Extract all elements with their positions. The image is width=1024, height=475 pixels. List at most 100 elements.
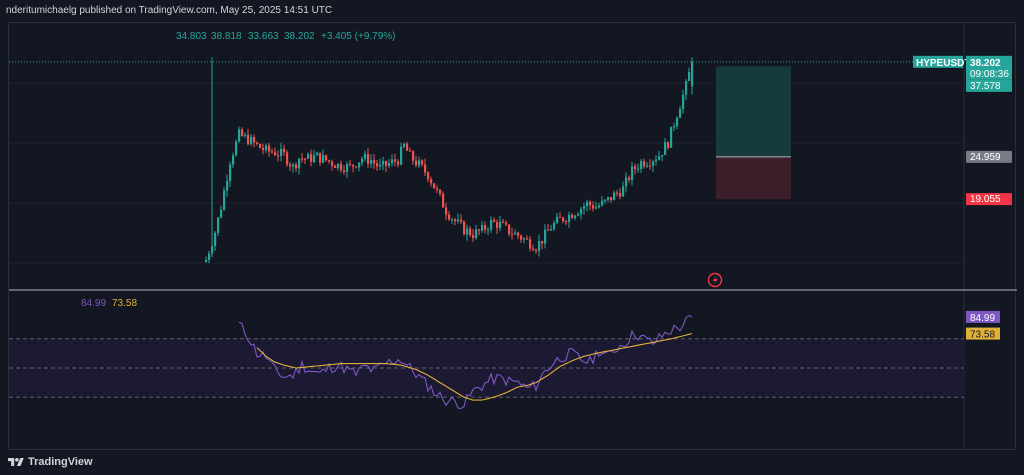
candle-body bbox=[319, 152, 322, 163]
candle-body bbox=[679, 109, 682, 118]
candle-body bbox=[232, 155, 235, 165]
candle-body bbox=[517, 232, 520, 236]
position-target-zone bbox=[716, 66, 791, 157]
candle-body bbox=[229, 164, 232, 181]
candle-body bbox=[541, 241, 544, 244]
candle-body bbox=[226, 180, 229, 191]
candle-body bbox=[559, 216, 562, 218]
candle-body bbox=[640, 161, 643, 169]
tradingview-brand: TradingView bbox=[28, 456, 93, 468]
candle-body bbox=[655, 159, 658, 162]
candle-body bbox=[292, 164, 295, 167]
candle-body bbox=[601, 200, 604, 206]
candle-body bbox=[460, 219, 463, 222]
candle-body bbox=[574, 215, 577, 219]
candle-body bbox=[646, 165, 649, 167]
candle-body bbox=[268, 145, 271, 152]
candle-body bbox=[688, 72, 691, 82]
candle-body bbox=[619, 193, 622, 197]
candle-body bbox=[391, 159, 394, 164]
candle-body bbox=[589, 201, 592, 206]
candle-body bbox=[487, 229, 490, 231]
candle-body bbox=[325, 155, 328, 161]
candle-body bbox=[331, 161, 334, 166]
candle-body bbox=[631, 166, 634, 180]
candle-body bbox=[313, 155, 316, 162]
candle-body bbox=[334, 165, 337, 169]
publish-header: nderitumichaelg published on TradingView… bbox=[0, 0, 1024, 22]
candle-body bbox=[370, 160, 373, 164]
candle-body bbox=[676, 117, 679, 127]
candle-body bbox=[277, 155, 280, 157]
rsi-ma-line bbox=[256, 333, 693, 401]
candle-body bbox=[499, 221, 502, 229]
candle-body bbox=[274, 152, 277, 156]
candle-body bbox=[580, 208, 583, 215]
candle-body bbox=[613, 192, 616, 201]
candle-body bbox=[436, 188, 439, 190]
ohlc-change: +3.405 (+9.79%) bbox=[321, 31, 396, 42]
stop-price-tag: 19.055 bbox=[970, 194, 1001, 205]
candle-body bbox=[466, 228, 469, 235]
tradingview-logo-icon bbox=[8, 458, 24, 467]
candle-body bbox=[511, 234, 514, 236]
candle-body bbox=[205, 259, 208, 262]
candle-body bbox=[586, 201, 589, 207]
chart-canvas[interactable]: 34.803 38.818 33.663 38.202 +3.405 (+9.79%) H… bbox=[9, 23, 1017, 451]
candle-body bbox=[346, 164, 349, 172]
event-marker-icon bbox=[707, 272, 723, 288]
candle-body bbox=[241, 129, 244, 136]
candle-body bbox=[691, 61, 694, 87]
candle-body bbox=[520, 235, 523, 240]
candle-body bbox=[604, 199, 607, 201]
candle-body bbox=[385, 160, 388, 166]
target-price-tag: 37.578 bbox=[970, 81, 1001, 92]
candle-body bbox=[475, 229, 478, 238]
candle-body bbox=[508, 224, 511, 235]
candle-body bbox=[406, 143, 409, 151]
candle-body bbox=[496, 221, 499, 229]
candle-body bbox=[478, 229, 481, 231]
candle-body bbox=[451, 219, 454, 221]
candle-body bbox=[628, 177, 631, 180]
chart-frame[interactable]: 34.803 38.818 33.663 38.202 +3.405 (+9.79%) H… bbox=[8, 22, 1017, 451]
candle-body bbox=[358, 162, 361, 168]
candle-body bbox=[490, 219, 493, 230]
candle-body bbox=[211, 246, 214, 254]
candle-body bbox=[367, 154, 370, 164]
candle-body bbox=[421, 160, 424, 165]
position-stop-zone bbox=[716, 156, 791, 200]
candle-body bbox=[505, 222, 508, 225]
candle-body bbox=[433, 183, 436, 189]
candle-body bbox=[607, 197, 610, 200]
candle-body bbox=[208, 253, 211, 260]
ohlc-low: 33.663 bbox=[248, 31, 279, 42]
candle-body bbox=[295, 164, 298, 169]
candle-body bbox=[463, 221, 466, 235]
candle-body bbox=[283, 148, 286, 153]
candle-body bbox=[250, 137, 253, 145]
candle-body bbox=[481, 225, 484, 231]
candle-body bbox=[403, 143, 406, 147]
candle-body bbox=[361, 158, 364, 163]
candle-body bbox=[670, 126, 673, 148]
candle-body bbox=[448, 214, 451, 220]
candle-body bbox=[529, 239, 532, 249]
candle-body bbox=[355, 166, 358, 168]
candle-body bbox=[664, 142, 667, 155]
candle-body bbox=[454, 219, 457, 222]
candle-body bbox=[244, 134, 247, 136]
ohlc-legend: 34.803 38.818 33.663 38.202 +3.405 (+9.79%) bbox=[176, 31, 396, 42]
rsi-line bbox=[238, 314, 693, 410]
rsi-legend: 84.99 73.58 bbox=[81, 298, 137, 309]
candle-body bbox=[400, 146, 403, 165]
candle-body bbox=[364, 154, 367, 159]
candle-body bbox=[469, 228, 472, 236]
rsi-legend-value: 84.99 bbox=[81, 298, 106, 309]
candle-body bbox=[247, 134, 250, 145]
rsi-tag-bg bbox=[966, 310, 1000, 323]
candle-body bbox=[214, 232, 217, 247]
stop-price-tag-bg bbox=[966, 193, 1012, 206]
candle-body bbox=[637, 168, 640, 170]
candle-body bbox=[394, 159, 397, 162]
